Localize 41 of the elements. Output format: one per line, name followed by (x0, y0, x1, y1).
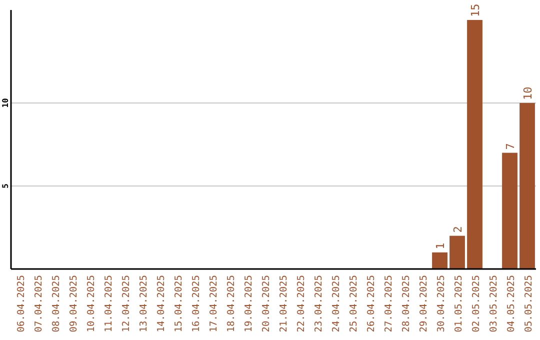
x-tick-label: 12.04.2025 (120, 275, 132, 332)
x-tick-label: 04.05.2025 (506, 275, 517, 332)
x-tick-label: 26.04.2025 (366, 275, 377, 332)
data-label: 15 (468, 4, 482, 17)
x-tick-label: 09.04.2025 (68, 275, 80, 332)
x-tick-label: 05.05.2025 (523, 275, 534, 332)
x-tick-label: 14.04.2025 (156, 275, 167, 332)
x-tick-label: 11.04.2025 (103, 275, 114, 332)
x-tick-label: 29.04.2025 (418, 275, 430, 332)
x-tick-label: 08.04.2025 (50, 275, 62, 332)
x-tick-label: 22.04.2025 (296, 275, 307, 332)
data-label: 10 (521, 86, 534, 100)
x-tick-label: 25.04.2025 (348, 275, 360, 332)
data-label: 1 (434, 242, 447, 250)
bar (450, 236, 465, 269)
x-tick-label: 07.04.2025 (33, 275, 44, 332)
x-tick-label: 24.04.2025 (330, 275, 342, 332)
x-tick-label: 03.05.2025 (488, 275, 500, 332)
x-tick-label: 19.04.2025 (243, 275, 254, 332)
x-tick-label: 01.05.2025 (453, 275, 464, 332)
bar (432, 252, 448, 269)
x-tick-label: 13.04.2025 (138, 275, 150, 332)
x-tick-label: 21.04.2025 (278, 275, 290, 332)
data-label: 2 (451, 226, 464, 233)
y-tick-label: 5 (1, 183, 10, 188)
x-tick-label: 02.05.2025 (470, 275, 482, 332)
data-label: 7 (504, 143, 517, 150)
x-tick-label: 30.04.2025 (436, 275, 447, 332)
x-tick-label: 10.04.2025 (86, 275, 97, 332)
bar (520, 102, 535, 269)
x-tick-label: 28.04.2025 (400, 275, 412, 332)
x-tick-label: 17.04.2025 (208, 275, 220, 332)
x-tick-label: 23.04.2025 (313, 275, 324, 332)
x-tick-label: 16.04.2025 (190, 275, 202, 332)
bar (502, 152, 518, 269)
x-tick-label: 20.04.2025 (260, 275, 272, 332)
x-tick-label: 06.04.2025 (16, 275, 27, 332)
x-tick-label: 18.04.2025 (226, 275, 237, 332)
x-tick-label: 27.04.2025 (383, 275, 394, 332)
bar (467, 20, 482, 269)
x-tick-label: 15.04.2025 (173, 275, 184, 332)
